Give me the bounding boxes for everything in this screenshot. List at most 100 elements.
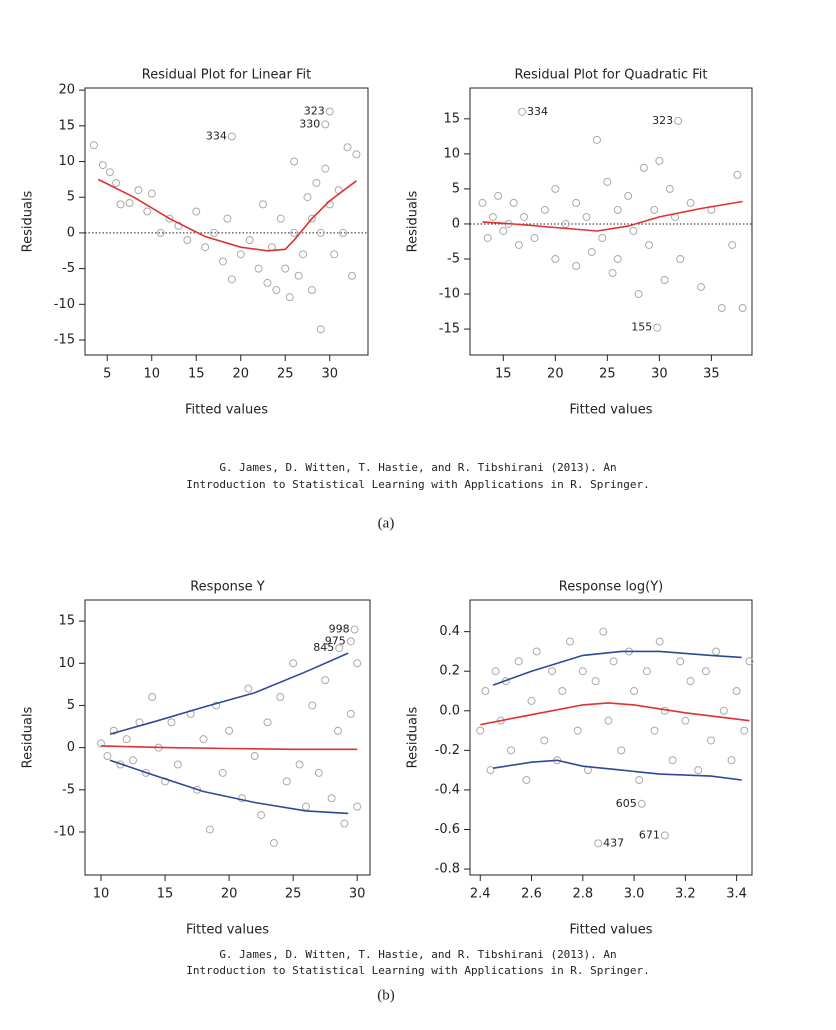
data-point bbox=[210, 228, 219, 237]
data-point bbox=[591, 677, 600, 686]
smooth-line bbox=[97, 178, 357, 252]
smooth-line bbox=[109, 652, 349, 735]
data-point bbox=[167, 718, 176, 727]
data-point bbox=[635, 776, 644, 785]
x-tick-label: 10 bbox=[143, 367, 160, 382]
data-point bbox=[676, 657, 685, 666]
data-point bbox=[712, 647, 721, 656]
data-point bbox=[488, 212, 497, 221]
data-point bbox=[603, 177, 612, 186]
x-tick-label: 2.4 bbox=[470, 887, 491, 902]
data-point bbox=[587, 247, 596, 256]
data-point bbox=[225, 726, 234, 735]
outlier-point bbox=[321, 120, 330, 129]
data-point bbox=[561, 219, 570, 228]
data-point bbox=[165, 214, 174, 223]
data-point bbox=[686, 677, 695, 686]
data-point bbox=[514, 240, 523, 249]
data-point bbox=[520, 212, 529, 221]
y-tick-label: -15 bbox=[439, 322, 460, 337]
data-point bbox=[223, 214, 232, 223]
x-axis-label: Fitted values bbox=[569, 923, 652, 938]
data-point bbox=[624, 191, 633, 200]
data-point bbox=[676, 254, 685, 263]
data-point bbox=[727, 756, 736, 765]
chart-title: Residual Plot for Quadratic Fit bbox=[515, 68, 708, 83]
data-point bbox=[308, 701, 317, 710]
data-point bbox=[125, 198, 134, 207]
data-point bbox=[105, 168, 114, 177]
y-tick-label: 0 bbox=[67, 740, 75, 755]
data-point bbox=[701, 667, 710, 676]
y-tick-label: 0.2 bbox=[439, 664, 460, 679]
outlier-label: 605 bbox=[616, 797, 637, 810]
data-point bbox=[340, 819, 349, 828]
x-tick-label: 20 bbox=[547, 367, 564, 382]
data-point bbox=[644, 240, 653, 249]
data-point bbox=[665, 184, 674, 193]
data-point bbox=[486, 766, 495, 775]
data-point bbox=[98, 161, 107, 170]
data-point bbox=[532, 647, 541, 656]
data-point bbox=[642, 667, 651, 676]
data-point bbox=[307, 214, 316, 223]
data-point bbox=[333, 726, 342, 735]
outlier-point bbox=[335, 644, 344, 653]
x-tick-label: 30 bbox=[651, 367, 668, 382]
data-point bbox=[548, 667, 557, 676]
plot-frame bbox=[469, 599, 753, 876]
y-tick-label: -0.4 bbox=[435, 782, 460, 797]
y-tick-label: 15 bbox=[58, 118, 75, 133]
data-point bbox=[572, 262, 581, 270]
plot-frame bbox=[84, 599, 371, 876]
data-point bbox=[598, 233, 607, 242]
x-tick-label: 15 bbox=[495, 367, 512, 382]
data-point bbox=[639, 163, 648, 172]
y-tick-label: 0 bbox=[452, 216, 460, 231]
data-point bbox=[530, 233, 539, 242]
smooth-line bbox=[480, 702, 750, 726]
y-tick-label: 0.4 bbox=[439, 624, 460, 639]
x-tick-label: 3.2 bbox=[675, 887, 696, 902]
x-tick-label: 20 bbox=[232, 367, 249, 382]
x-axis-label: Fitted values bbox=[569, 403, 652, 418]
data-point bbox=[218, 257, 227, 266]
data-point bbox=[282, 777, 291, 786]
data-point bbox=[551, 184, 560, 193]
x-tick-label: 5 bbox=[103, 367, 111, 382]
plot-frame bbox=[84, 87, 369, 356]
chart-title: Response log(Y) bbox=[559, 580, 663, 595]
smooth-line bbox=[109, 759, 349, 815]
data-point bbox=[250, 752, 259, 761]
y-tick-label: -10 bbox=[54, 824, 75, 839]
data-point bbox=[630, 687, 639, 696]
data-point bbox=[629, 226, 638, 235]
data-point bbox=[733, 170, 742, 179]
caption-line: Introduction to Statistical Learning wit… bbox=[186, 964, 650, 977]
outlier-point bbox=[653, 323, 662, 332]
data-point bbox=[660, 276, 669, 285]
data-point bbox=[706, 736, 715, 745]
y-tick-label: -10 bbox=[54, 297, 75, 312]
y-tick-label: -10 bbox=[439, 287, 460, 302]
data-point bbox=[514, 657, 523, 666]
data-point bbox=[655, 637, 664, 646]
data-point bbox=[290, 228, 299, 237]
y-tick-label: 0.0 bbox=[439, 703, 460, 718]
y-tick-label: -5 bbox=[62, 782, 75, 797]
data-point bbox=[634, 290, 643, 299]
data-point bbox=[346, 709, 355, 718]
caption-line: G. James, D. Witten, T. Hastie, and R. T… bbox=[219, 461, 616, 474]
data-point bbox=[281, 264, 290, 273]
data-point bbox=[478, 198, 487, 207]
data-point bbox=[289, 659, 298, 668]
data-point bbox=[89, 141, 98, 150]
data-point bbox=[347, 271, 356, 280]
data-point bbox=[617, 746, 626, 755]
data-point bbox=[608, 269, 617, 278]
data-point bbox=[551, 254, 560, 263]
outlier-label: 323 bbox=[304, 105, 325, 118]
data-point bbox=[697, 283, 706, 292]
data-point bbox=[276, 214, 285, 223]
data-point bbox=[499, 226, 508, 235]
